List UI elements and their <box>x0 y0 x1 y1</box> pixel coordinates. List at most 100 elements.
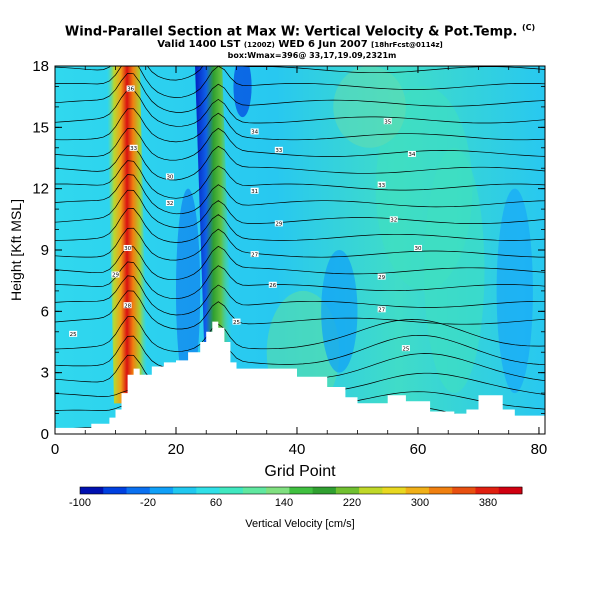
chart-title-block: Wind-Parallel Section at Max W: Vertical… <box>0 20 600 60</box>
y-tick-label-0: 0 <box>41 426 49 443</box>
contour-label-bg-10 <box>250 187 259 194</box>
contour-label-bg-22 <box>377 306 386 313</box>
contour-label-bg-2 <box>123 302 132 309</box>
theta-contour-9 <box>55 261 545 300</box>
colorbar-swatch-17 <box>452 487 476 494</box>
contour-label-22: 27 <box>378 307 385 313</box>
contour-label-bg-7 <box>165 173 174 180</box>
downdraft-patch-2 <box>496 188 533 394</box>
colorbar-swatch-16 <box>428 487 453 494</box>
colorbar-swatch-15 <box>405 487 430 494</box>
theta-contour-13 <box>55 189 545 228</box>
colorbar-tick-300: 300 <box>411 497 429 509</box>
theta-contour-22 <box>55 66 545 81</box>
theta-contour-17 <box>55 127 545 161</box>
theta-contour-20 <box>55 72 545 113</box>
contour-label-3: 29 <box>112 273 119 279</box>
contour-label-bg-18 <box>377 181 386 188</box>
downdraft-patch-0 <box>175 188 201 394</box>
contour-label-17: 34 <box>408 152 415 158</box>
contour-label-2: 28 <box>124 303 131 309</box>
colorbar-swatch-13 <box>359 487 383 494</box>
contour-label-1: 25 <box>70 332 77 338</box>
contour-label-bg-13 <box>250 251 259 258</box>
y-tick-label-6: 6 <box>41 303 49 320</box>
contour-label-15: 25 <box>233 320 240 326</box>
terrain <box>55 321 545 434</box>
colorbar-tick-60: 60 <box>210 497 222 509</box>
colorbar-swatch-12 <box>335 487 360 494</box>
chart-title: Wind-Parallel Section at Max W: Vertical… <box>64 23 536 40</box>
x-tick-label-80: 80 <box>531 441 548 458</box>
colorbar-swatch-5 <box>173 487 197 494</box>
contour-label-19: 32 <box>390 218 397 224</box>
theta-contour-19 <box>55 89 545 127</box>
y-tick-label-12: 12 <box>32 181 49 198</box>
theta-contour-10 <box>55 245 545 281</box>
contour-label-bg-14 <box>268 281 277 288</box>
colorbar-swatch-11 <box>312 487 337 494</box>
contour-label-bg-12 <box>274 220 283 227</box>
theta-contour-15 <box>55 160 545 199</box>
contour-label-23: 25 <box>402 346 409 352</box>
updraft-core-2 <box>195 66 232 363</box>
y-tick-label-3: 3 <box>41 365 49 382</box>
contour-label-21: 29 <box>378 275 385 281</box>
contour-label-7: 30 <box>166 175 173 181</box>
y-tick-label-9: 9 <box>41 242 49 259</box>
colorbar-swatch-14 <box>382 487 407 494</box>
colorbar-swatch-1 <box>80 487 104 494</box>
downdraft-patch-3 <box>233 66 252 118</box>
contour-label-18: 33 <box>378 183 385 189</box>
chart-subtitle-box: box:Wmax=396@ 33,17,19.09,2321m <box>227 51 397 61</box>
contour-label-6: 33 <box>130 146 137 152</box>
theta-contour-5 <box>55 334 545 369</box>
colorbar-tick-220: 220 <box>343 497 361 509</box>
theta-contour-12 <box>55 208 545 243</box>
theta-contour-8 <box>55 275 545 316</box>
colorbar-frame <box>79 486 523 495</box>
contour-label-bg-5 <box>126 85 135 92</box>
contour-label-bg-17 <box>407 150 416 157</box>
contour-label-bg-9 <box>250 128 259 135</box>
contour-label-bg-16 <box>383 118 392 125</box>
contour-label-16: 35 <box>384 119 391 125</box>
contour-label-bg-20 <box>413 244 422 251</box>
contour-label-4: 30 <box>124 246 131 252</box>
theta-contour-14 <box>55 174 545 215</box>
theta-contour-21 <box>55 66 545 98</box>
contour-label-12: 29 <box>275 222 282 228</box>
x-tick-label-60: 60 <box>410 441 427 458</box>
contour-label-bg-21 <box>377 273 386 280</box>
colorbar-swatch-7 <box>219 487 244 494</box>
contour-label-bg-8 <box>165 199 174 206</box>
colorbar-label: Vertical Velocity [cm/s] <box>245 518 355 530</box>
y-axis-label: Height [Kft MSL] <box>8 199 24 301</box>
colorbar-tick--100: -100 <box>69 497 91 509</box>
contour-label-bg-4 <box>123 244 132 251</box>
downdraft-patch-1 <box>321 250 358 373</box>
colorbar-swatch-9 <box>266 487 290 494</box>
colorbar-tick-140: 140 <box>275 497 293 509</box>
theta-contour-18 <box>55 108 545 143</box>
theta-contour-6 <box>55 316 545 352</box>
contour-label-bg-1 <box>69 330 78 337</box>
contour-label-bg-6 <box>129 144 138 151</box>
theta-contour-11 <box>55 227 545 261</box>
theta-contour-7 <box>55 290 545 330</box>
contour-label-bg-15 <box>232 318 241 325</box>
contour-label-bg-23 <box>401 345 410 352</box>
colorbar-swatch-18 <box>475 487 500 494</box>
colorbar-swatch-10 <box>289 487 314 494</box>
chart-subtitle: Valid 1400 LST (1200Z) WED 6 Jun 2007 [1… <box>157 39 443 51</box>
x-axis-label: Grid Point <box>264 463 336 480</box>
colorbar-swatch-19 <box>498 487 523 494</box>
colorbar-swatch-6 <box>196 487 221 494</box>
contour-label-9: 34 <box>251 130 258 136</box>
contour-label-14: 26 <box>269 283 276 289</box>
colorbar: -100 -20 60 140 220 300 380 <box>69 486 523 509</box>
contour-label-bg-11 <box>274 146 283 153</box>
contour-label-11: 33 <box>275 148 282 154</box>
